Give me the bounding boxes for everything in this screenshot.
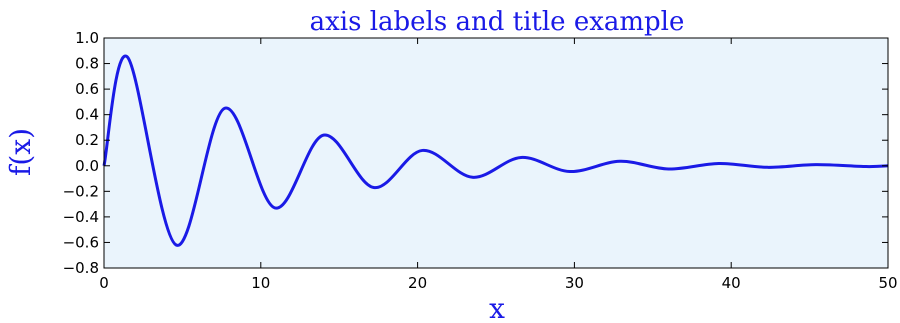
series-line	[102, 54, 889, 247]
y-tick-label: −0.6	[63, 233, 99, 251]
y-axis-label: f(x)	[4, 128, 37, 176]
plot-frame	[103, 37, 889, 269]
x-tick-label: 0	[99, 274, 109, 292]
x-tick-label: 50	[878, 274, 897, 292]
y-tick-label: −0.4	[63, 208, 99, 226]
y-tick-label: −0.8	[63, 259, 99, 277]
y-tick-label: −0.2	[63, 182, 99, 200]
x-axis-label: x	[489, 292, 505, 323]
y-tick-label: 0.4	[75, 106, 99, 124]
x-tick-label: 20	[408, 274, 427, 292]
x-tick-label: 30	[565, 274, 584, 292]
y-tick-label: 1.0	[75, 29, 99, 47]
chart-title: axis labels and title example	[310, 7, 685, 37]
x-axis: 0 10 20 30 40 50	[99, 38, 898, 292]
y-axis: 1.0 0.8 0.6 0.4 0.2 0.0 −0.2 −0.4 −0.6 −0.8	[63, 29, 888, 277]
plot-area	[104, 38, 888, 268]
y-tick-label: 0.2	[75, 131, 99, 149]
x-tick-label: 40	[722, 274, 741, 292]
y-tick-label: 0.8	[75, 55, 99, 73]
y-tick-label: 0.0	[75, 157, 99, 175]
y-tick-label: 0.6	[75, 80, 99, 98]
x-tick-label: 10	[251, 274, 270, 292]
